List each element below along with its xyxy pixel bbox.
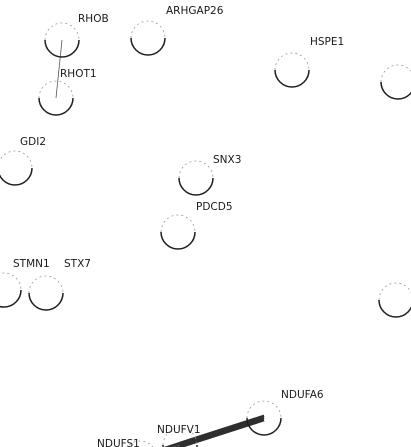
node-label: SNX3 — [213, 154, 241, 166]
node-label: STX7 — [64, 258, 91, 270]
node-halo — [28, 275, 64, 294]
node-label: GDI2 — [20, 136, 46, 148]
node-halo — [160, 214, 196, 233]
node-circle — [378, 299, 411, 318]
node-label: NDUFA6 — [281, 389, 324, 401]
node-halo — [380, 64, 411, 83]
node-halo — [274, 52, 310, 71]
node-circle — [0, 289, 22, 308]
node-halo — [130, 20, 166, 39]
edge-rhob-rhot1 — [55, 39, 63, 99]
node-halo — [162, 427, 198, 446]
node-circle — [38, 97, 74, 116]
node-circle — [44, 39, 80, 58]
node-pdcd5[interactable]: PDCD5 — [160, 201, 233, 250]
node-arhgap26[interactable]: ARHGAP26 — [130, 5, 224, 56]
node-hspe1[interactable]: HSPE1 — [274, 36, 344, 88]
node-stx7[interactable]: STX7 — [28, 258, 91, 311]
edge-ndufs1-ndufa6 — [170, 416, 265, 447]
node-halo — [44, 22, 80, 41]
node-layer: RHOB ARHGAP26 RHOT1 HSPE1 GDI2 SNX3 PDCD5 STMN1… — [0, 5, 411, 447]
node-unlabeled-right-top[interactable] — [380, 64, 411, 100]
node-label: HSPE1 — [310, 36, 344, 48]
node-halo — [0, 272, 22, 291]
node-label: RHOT1 — [60, 68, 97, 80]
node-rhot1[interactable]: RHOT1 — [38, 68, 97, 116]
node-circle — [274, 69, 310, 88]
node-circle — [380, 81, 411, 100]
node-label: NDUFS1 — [97, 438, 140, 447]
edge-ndufs1-ndufa6 — [177, 419, 265, 447]
node-gdi2[interactable]: GDI2 — [0, 136, 46, 186]
node-circle — [0, 167, 33, 186]
node-circle — [160, 231, 196, 250]
node-rhob[interactable]: RHOB — [44, 13, 109, 58]
node-halo — [246, 400, 282, 419]
node-halo — [38, 80, 74, 99]
node-circle — [246, 417, 282, 436]
node-label: RHOB — [78, 13, 109, 25]
node-unlabeled-right-mid[interactable] — [378, 282, 411, 318]
node-label: ARHGAP26 — [166, 5, 224, 17]
node-halo — [178, 160, 214, 179]
node-label: PDCD5 — [196, 201, 233, 213]
node-label: STMN1 — [13, 258, 50, 270]
node-circle — [28, 292, 64, 311]
node-snx3[interactable]: SNX3 — [178, 154, 241, 196]
edge-ndufs1-ndufa6 — [163, 414, 265, 447]
edge-layer — [55, 39, 265, 447]
node-circle — [178, 177, 214, 196]
node-halo — [0, 150, 33, 169]
node-label: NDUFV1 — [157, 424, 201, 436]
node-ndufa6[interactable]: NDUFA6 — [246, 389, 324, 436]
node-stmn1[interactable]: STMN1 — [0, 258, 50, 308]
node-halo — [126, 440, 154, 447]
node-ndufs1[interactable]: NDUFS1 — [97, 438, 157, 447]
node-circle — [130, 37, 166, 56]
node-ndufv1[interactable]: NDUFV1 — [157, 424, 201, 447]
node-halo — [378, 282, 411, 301]
